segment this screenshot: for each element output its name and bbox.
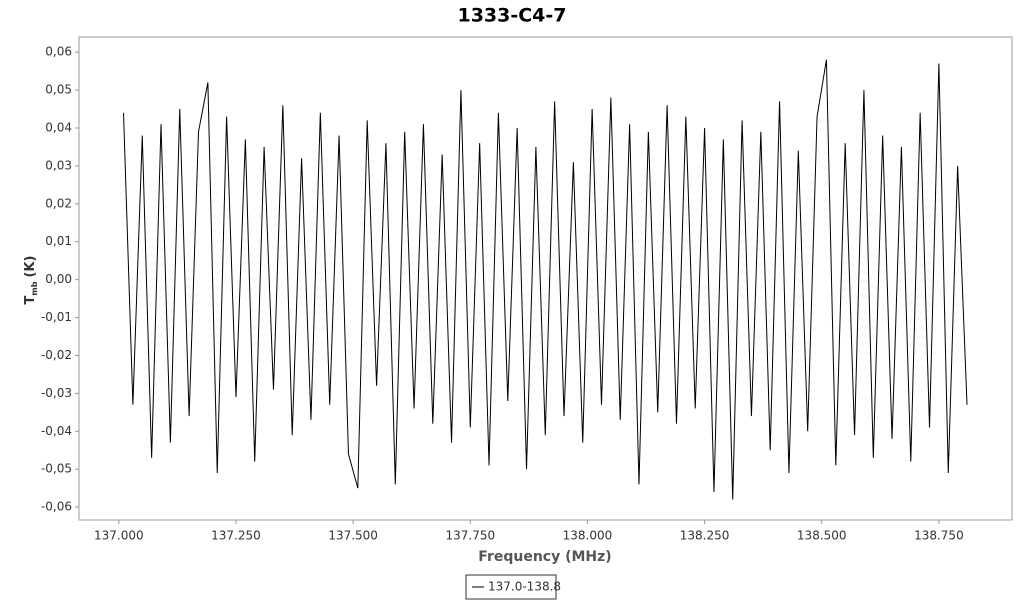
x-tick-label: 137.250 <box>211 529 261 543</box>
x-tick-label: 137.500 <box>328 529 378 543</box>
y-tick-label: -0,03 <box>41 386 72 400</box>
y-label-main: T <box>23 295 38 304</box>
spectrum-line <box>123 59 968 500</box>
legend-label: 137.0-138.8 <box>488 580 561 594</box>
y-tick-label: -0,01 <box>41 310 72 324</box>
y-axis-label: Tmb (K) <box>23 256 39 305</box>
y-tick-label: 0,06 <box>45 45 72 59</box>
y-tick-label: 0,00 <box>45 272 72 286</box>
y-tick-label: 0,04 <box>45 120 72 134</box>
y-tick-label: 0,03 <box>45 158 72 172</box>
x-tick-label: 138.000 <box>563 529 613 543</box>
y-tick-label: 0,05 <box>45 83 72 97</box>
y-label-unit: (K) <box>23 256 38 278</box>
y-tick-label: -0,05 <box>41 462 72 476</box>
x-tick-label: 137.750 <box>445 529 495 543</box>
y-tick-label: 0,01 <box>45 234 72 248</box>
x-tick-label: 138.250 <box>680 529 730 543</box>
y-label-sub: mb <box>30 281 39 295</box>
x-tick-label: 137.000 <box>94 529 144 543</box>
y-tick-label: -0,06 <box>41 500 72 514</box>
x-tick-label: 138.750 <box>914 529 964 543</box>
x-tick-label: 138.500 <box>797 529 847 543</box>
x-axis-label: Frequency (MHz) <box>478 549 611 565</box>
y-tick-label: -0,04 <box>41 424 72 438</box>
plot-frame <box>78 36 1013 521</box>
y-tick-label: -0,02 <box>41 348 72 362</box>
chart-title: 1333-C4-7 <box>457 5 566 27</box>
y-tick-label: 0,02 <box>45 196 72 210</box>
